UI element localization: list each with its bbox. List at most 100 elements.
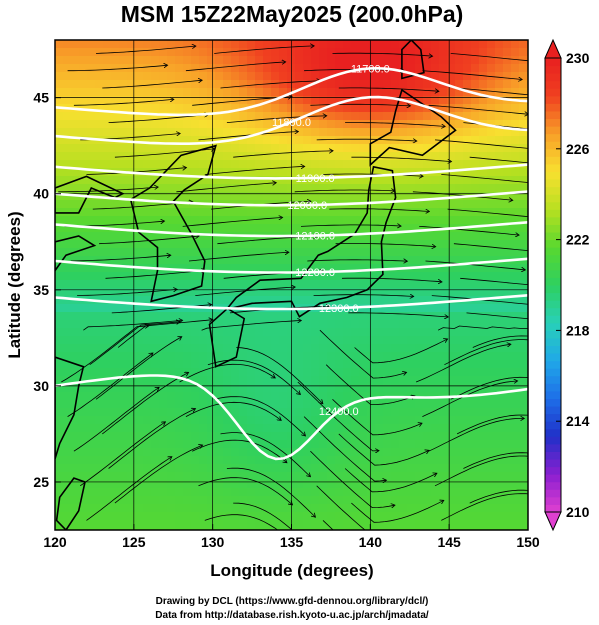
temperature-cell xyxy=(375,192,384,201)
temperature-cell xyxy=(487,176,496,185)
temperature-cell xyxy=(367,264,376,273)
temperature-cell xyxy=(367,128,376,137)
temperature-cell xyxy=(119,40,128,49)
temperature-cell xyxy=(183,480,192,489)
temperature-cell xyxy=(239,528,248,530)
temperature-cell xyxy=(303,448,312,457)
temperature-cell xyxy=(71,216,80,225)
temperature-cell xyxy=(127,112,136,121)
temperature-cell xyxy=(439,72,448,81)
temperature-cell xyxy=(215,128,224,137)
temperature-cell xyxy=(111,152,120,161)
temperature-cell xyxy=(111,336,120,345)
temperature-cell xyxy=(95,344,104,353)
temperature-cell xyxy=(175,56,184,65)
temperature-cell xyxy=(463,336,472,345)
temperature-cell xyxy=(127,256,136,265)
temperature-cell xyxy=(415,384,424,393)
temperature-cell xyxy=(415,480,424,489)
temperature-cell xyxy=(271,488,280,497)
temperature-cell xyxy=(335,424,344,433)
temperature-cell xyxy=(175,64,184,73)
temperature-cell xyxy=(103,432,112,441)
temperature-cell xyxy=(127,336,136,345)
temperature-cell xyxy=(503,128,512,137)
temperature-cell xyxy=(175,464,184,473)
temperature-cell xyxy=(215,288,224,297)
temperature-cell xyxy=(327,336,336,345)
temperature-cell xyxy=(151,328,160,337)
temperature-cell xyxy=(303,392,312,401)
temperature-cell xyxy=(375,312,384,321)
temperature-cell xyxy=(495,488,504,497)
temperature-cell xyxy=(207,432,216,441)
temperature-cell xyxy=(335,416,344,425)
temperature-cell xyxy=(55,520,64,529)
temperature-cell xyxy=(71,392,80,401)
temperature-cell xyxy=(247,168,256,177)
temperature-cell xyxy=(343,472,352,481)
temperature-cell xyxy=(247,264,256,273)
temperature-cell xyxy=(199,504,208,513)
temperature-cell xyxy=(247,504,256,513)
temperature-cell xyxy=(263,256,272,265)
temperature-cell xyxy=(479,320,488,329)
temperature-cell xyxy=(239,80,248,89)
temperature-cell xyxy=(447,160,456,169)
temperature-cell xyxy=(375,440,384,449)
temperature-cell xyxy=(439,176,448,185)
temperature-cell xyxy=(367,440,376,449)
temperature-cell xyxy=(199,112,208,121)
temperature-cell xyxy=(303,424,312,433)
streamline xyxy=(428,104,528,114)
temperature-cell xyxy=(359,104,368,113)
temperature-cell xyxy=(391,248,400,257)
temperature-cell xyxy=(175,256,184,265)
temperature-cell xyxy=(143,416,152,425)
temperature-cell xyxy=(167,240,176,249)
temperature-cell xyxy=(207,80,216,89)
temperature-cell xyxy=(127,224,136,233)
temperature-cell xyxy=(247,64,256,73)
temperature-cell xyxy=(495,104,504,113)
colorbar-segment xyxy=(545,360,561,369)
temperature-cell xyxy=(231,312,240,321)
temperature-cell xyxy=(375,472,384,481)
temperature-cell xyxy=(135,72,144,81)
temperature-cell xyxy=(255,416,264,425)
temperature-cell xyxy=(479,88,488,97)
temperature-cell xyxy=(431,320,440,329)
temperature-cell xyxy=(215,256,224,265)
temperature-cell xyxy=(255,216,264,225)
temperature-cell xyxy=(343,528,352,530)
temperature-cell xyxy=(119,304,128,313)
temperature-cell xyxy=(223,112,232,121)
temperature-cell xyxy=(439,152,448,161)
temperature-cell xyxy=(71,112,80,121)
temperature-cell xyxy=(71,328,80,337)
temperature-cell xyxy=(231,104,240,113)
temperature-cell xyxy=(239,208,248,217)
temperature-cell xyxy=(95,120,104,129)
temperature-cell xyxy=(423,360,432,369)
temperature-cell xyxy=(471,528,480,530)
temperature-cell xyxy=(183,288,192,297)
temperature-cell xyxy=(359,384,368,393)
temperature-cell xyxy=(111,184,120,193)
temperature-cell xyxy=(407,344,416,353)
temperature-cell xyxy=(359,96,368,105)
temperature-cell xyxy=(63,488,72,497)
temperature-cell xyxy=(415,408,424,417)
temperature-cell xyxy=(207,368,216,377)
temperature-cell xyxy=(55,280,64,289)
temperature-cell xyxy=(119,176,128,185)
temperature-cell xyxy=(319,520,328,529)
temperature-cell xyxy=(519,200,528,209)
temperature-cell xyxy=(175,240,184,249)
temperature-cell xyxy=(295,56,304,65)
temperature-cell xyxy=(143,408,152,417)
temperature-cell xyxy=(279,216,288,225)
temperature-cell xyxy=(239,424,248,433)
temperature-cell xyxy=(263,72,272,81)
temperature-cell xyxy=(327,392,336,401)
